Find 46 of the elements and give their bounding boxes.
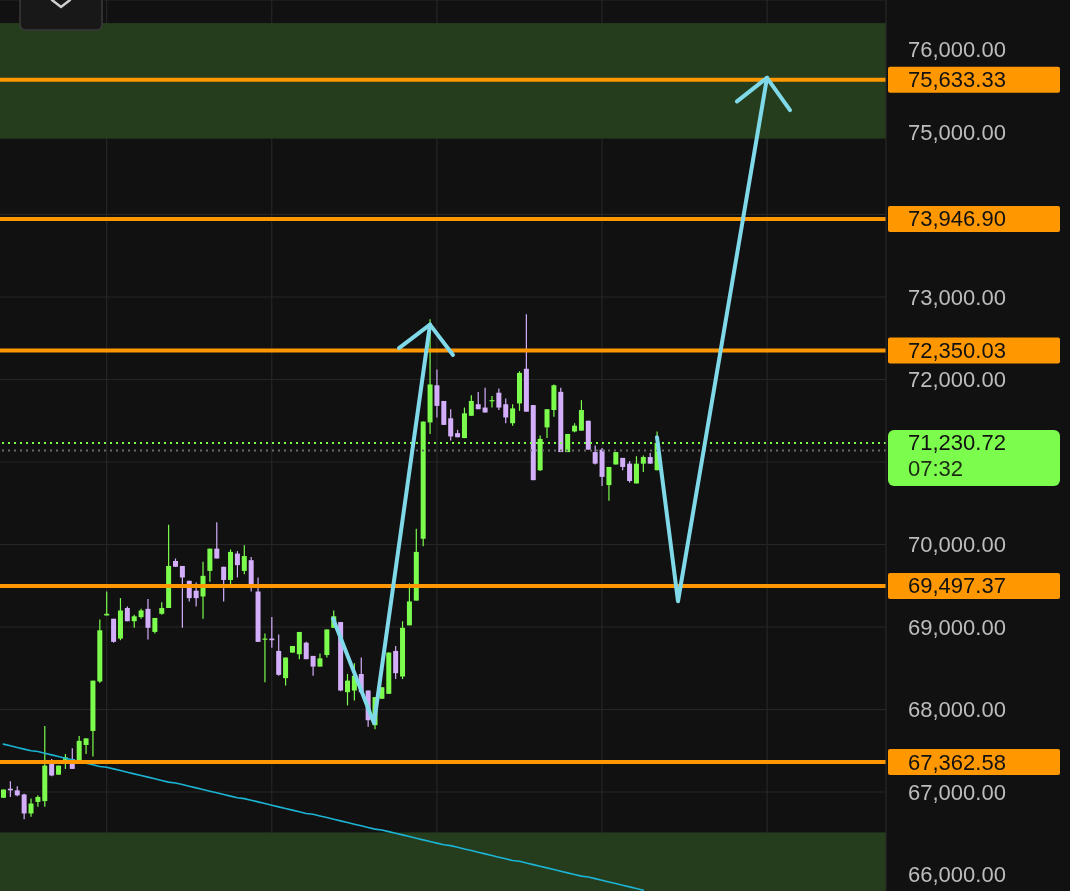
y-tick-label: 68,000.00: [908, 697, 1006, 723]
ref-line-label: 75,633.33: [908, 67, 1006, 93]
candlestick: [283, 656, 289, 687]
y-tick-label: 67,000.00: [908, 779, 1006, 805]
y-tick-label: 73,000.00: [908, 284, 1006, 310]
candlestick: [482, 387, 488, 414]
candlestick: [503, 397, 509, 424]
candlestick: [496, 387, 502, 411]
y-tick-label: 69,000.00: [908, 614, 1006, 640]
y-tick-label: 76,000.00: [908, 37, 1006, 63]
ref-line-label: 69,497.37: [908, 573, 1006, 599]
candlestick: [76, 735, 82, 763]
candlestick: [296, 631, 302, 660]
candlestick: [345, 673, 350, 706]
candlestick: [578, 399, 584, 432]
candlestick: [207, 548, 213, 583]
candlestick: [145, 598, 151, 640]
y-tick-label: 66,000.00: [908, 862, 1006, 888]
candlestick: [448, 408, 454, 442]
ref-line-label: 67,362.58: [908, 749, 1006, 775]
candlestick: [214, 521, 220, 560]
y-tick-label: 70,000.00: [908, 532, 1006, 558]
candlestick: [83, 737, 89, 755]
candlestick: [627, 460, 633, 484]
ref-line-label: 71,230.72: [908, 430, 1006, 456]
candlestick: [606, 466, 612, 502]
candlestick: [434, 369, 440, 419]
candlestick: [234, 550, 240, 579]
candlestick: [276, 633, 282, 677]
candlestick: [406, 582, 412, 626]
candlestick: [193, 581, 199, 607]
candlestick: [633, 455, 639, 485]
ref-line-label: 73,946.90: [908, 206, 1006, 232]
candlestick: [241, 544, 247, 575]
candlestick: [21, 793, 27, 820]
candlestick: [221, 566, 227, 603]
candlestick: [510, 403, 516, 427]
candlestick: [28, 798, 34, 818]
y-tick-label: 72,000.00: [908, 367, 1006, 393]
candlestick: [393, 645, 399, 680]
candlestick: [468, 394, 474, 417]
text: 07:32: [908, 456, 964, 482]
candlestick: [35, 794, 41, 808]
ref-line-label: 72,350.03: [908, 338, 1006, 364]
candlestick: [179, 565, 185, 629]
y-tick-label: 75,000.00: [908, 119, 1006, 145]
